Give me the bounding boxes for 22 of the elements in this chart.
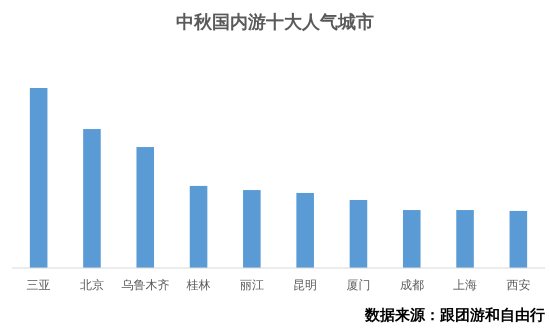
x-tick-label: 乌鲁木齐 <box>121 278 170 292</box>
bar <box>243 190 261 268</box>
x-tick-label: 桂林 <box>186 278 211 292</box>
x-tick-label: 厦门 <box>346 278 370 292</box>
bar <box>350 200 368 268</box>
bar <box>402 210 421 268</box>
source-note: 数据来源：跟团游和自由行 <box>364 306 545 324</box>
x-tick-label: 上海 <box>453 278 478 292</box>
x-tick-label: 西安 <box>506 278 530 292</box>
bar <box>456 210 474 268</box>
chart-title: 中秋国内游十大人气城市 <box>176 12 374 33</box>
bar <box>510 210 528 268</box>
x-tick-label: 北京 <box>80 278 104 292</box>
bar <box>136 147 154 268</box>
bar <box>296 192 314 268</box>
bar <box>83 129 101 268</box>
x-tick-label: 三亚 <box>26 278 51 292</box>
x-tick-label: 成都 <box>400 278 424 292</box>
x-tick-label: 昆明 <box>293 278 318 292</box>
bar <box>190 186 208 268</box>
bar <box>30 88 48 268</box>
x-tick-label: 丽江 <box>240 278 264 292</box>
